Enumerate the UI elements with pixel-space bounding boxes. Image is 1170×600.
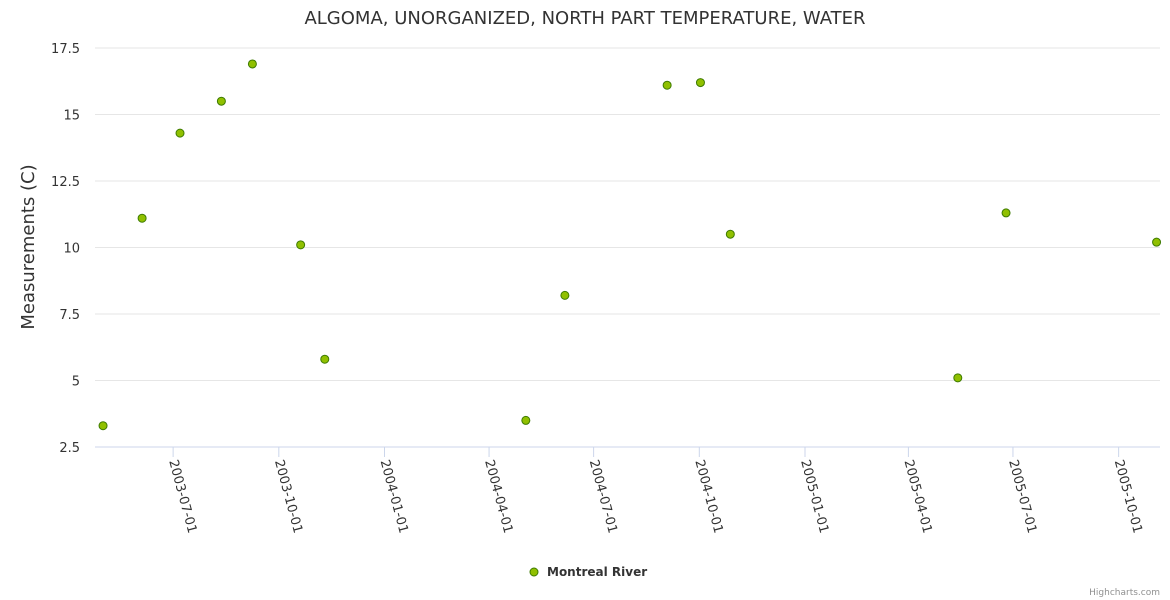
grid-lines (95, 47, 1160, 381)
y-tick-label: 7.5 (59, 308, 80, 323)
data-point[interactable] (320, 354, 330, 364)
x-tick-label: 2005-01-01 (797, 458, 831, 535)
x-axis-ticks: 2003-07-01 2003-10-01 2004-01-01 2004-04-01… (165, 447, 1145, 535)
data-point[interactable] (296, 240, 306, 250)
chart-title: ALGOMA, UNORGANIZED, NORTH PART TEMPERAT… (304, 8, 865, 29)
x-tick-label: 2004-04-01 (481, 458, 515, 535)
series-montreal-river (98, 59, 1162, 431)
data-point[interactable] (137, 213, 147, 223)
x-tick-label: 2005-04-01 (901, 458, 935, 535)
data-point[interactable] (216, 96, 226, 106)
data-point[interactable] (725, 229, 735, 239)
y-tick-label: 2.5 (59, 441, 80, 456)
data-point[interactable] (175, 128, 185, 138)
data-point[interactable] (695, 78, 705, 88)
x-tick-label: 2005-10-01 (1111, 458, 1145, 535)
legend-item-montreal-river[interactable]: Montreal River (547, 565, 647, 579)
data-point[interactable] (521, 415, 531, 425)
credits[interactable]: Highcharts.com (1089, 588, 1160, 598)
data-point[interactable] (98, 421, 108, 431)
y-axis-ticks: 2.5 5 7.5 10 12.5 15 17.5 (51, 42, 80, 456)
x-tick-label: 2004-10-01 (691, 458, 725, 535)
y-tick-label: 17.5 (51, 42, 80, 57)
y-tick-label: 12.5 (51, 175, 80, 190)
x-tick-label: 2005-07-01 (1005, 458, 1039, 535)
x-tick-label: 2004-07-01 (586, 458, 620, 535)
data-point[interactable] (1152, 237, 1162, 247)
x-tick-label: 2003-10-01 (271, 458, 305, 535)
x-tick-label: 2004-01-01 (377, 458, 411, 535)
x-tick-label: 2003-07-01 (165, 458, 199, 535)
legend-marker[interactable] (529, 567, 539, 577)
data-point[interactable] (560, 290, 570, 300)
data-point[interactable] (247, 59, 257, 69)
data-point[interactable] (662, 80, 672, 90)
y-tick-label: 15 (63, 109, 80, 124)
data-point[interactable] (953, 373, 963, 383)
y-tick-label: 5 (72, 375, 80, 390)
legend[interactable]: Montreal River (529, 565, 647, 579)
y-axis-label: Measurements (C) (18, 164, 39, 329)
y-tick-label: 10 (63, 242, 80, 257)
data-point[interactable] (1001, 208, 1011, 218)
